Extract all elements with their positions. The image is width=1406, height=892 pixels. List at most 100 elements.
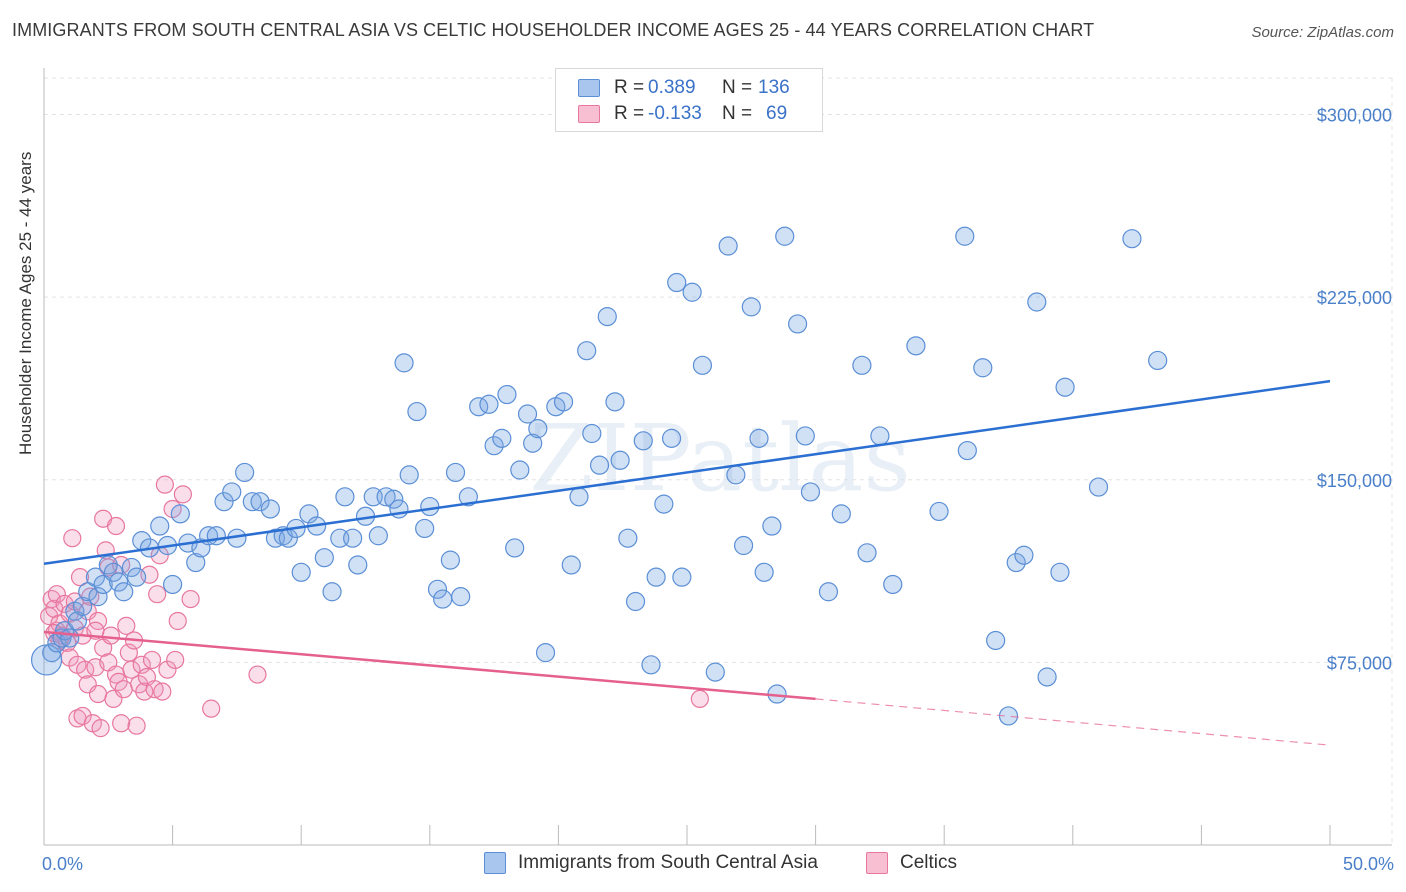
south-central-asia-point <box>1050 562 1070 582</box>
south-central-asia-point <box>517 404 538 424</box>
south-central-asia-point <box>661 428 682 448</box>
south-central-asia-point <box>852 355 872 375</box>
south-central-asia-point <box>108 572 129 592</box>
south-central-asia-point <box>415 518 435 539</box>
south-central-asia-point <box>692 355 713 375</box>
tick-labels: $75,000 $150,000 $225,000 $300,000 0.0% 50.0% <box>42 106 1394 874</box>
pink-trend-line <box>43 630 816 701</box>
south-central-asia-point <box>733 535 754 556</box>
south-central-asia-point <box>523 433 543 453</box>
south-central-asia-point <box>72 596 93 616</box>
legend-n-label: N = <box>722 77 753 98</box>
south-central-asia-point <box>1027 292 1047 312</box>
south-central-asia-point <box>103 562 124 582</box>
south-central-asia-point <box>121 557 142 578</box>
south-central-asia-point <box>322 582 342 602</box>
blue-trend-line <box>43 379 1331 566</box>
south-central-asia-point <box>641 655 661 675</box>
celtics-point <box>202 699 221 718</box>
south-central-asia-point <box>582 423 602 444</box>
south-central-asia-point <box>957 440 977 461</box>
legend-n-value: 136 <box>758 77 790 98</box>
south-central-asia-point <box>561 555 581 575</box>
south-central-asia-point <box>1148 350 1168 371</box>
legend-r-value: -0.133 <box>648 103 702 124</box>
south-central-asia-point <box>831 504 851 524</box>
south-central-asia-point <box>775 226 795 246</box>
south-central-asia-point <box>163 574 183 595</box>
celtics-point <box>168 611 187 631</box>
south-central-asia-point <box>510 460 530 480</box>
south-central-asia-point <box>605 392 625 412</box>
south-central-asia-point <box>451 587 471 607</box>
south-central-asia-point <box>484 436 504 456</box>
legend-label: Celtics <box>900 852 958 873</box>
south-central-asia-point <box>60 628 80 648</box>
celtics-point <box>117 616 136 635</box>
celtics-point <box>47 585 66 604</box>
x-tick-label: 50.0% <box>1343 854 1394 874</box>
legend-swatch-pink <box>866 852 888 874</box>
legend-item-celtics[interactable]: Celtics <box>866 852 957 874</box>
legend-swatch-blue <box>578 79 600 97</box>
south-central-asia-point <box>497 384 517 405</box>
celtics-point <box>158 660 177 679</box>
south-central-asia-point <box>1122 229 1142 249</box>
south-central-asia-point <box>1088 477 1109 497</box>
legend-item-south-central-asia[interactable]: Immigrants from South Central Asia <box>484 852 818 874</box>
south-central-asia-point <box>672 567 692 587</box>
celtics-point <box>153 682 172 701</box>
y-tick-label: $225,000 <box>1317 288 1392 308</box>
celtics-point <box>166 650 185 670</box>
correlation-legend: R = 0.389 N = 136 R = -0.133 N = 69 <box>555 68 823 132</box>
y-tick-label: $300,000 <box>1317 106 1392 126</box>
south-central-asia-point <box>569 487 589 507</box>
celtics-point <box>155 475 174 494</box>
south-central-asia-point <box>191 538 211 558</box>
south-central-asia-point <box>577 341 597 361</box>
pink-trend-extension <box>815 698 1331 746</box>
south-central-asia-point <box>150 516 170 536</box>
x-tick-label: 0.0% <box>42 854 83 874</box>
south-central-asia-point <box>883 574 903 595</box>
south-central-asia-point <box>870 426 890 446</box>
south-central-asia-point <box>492 428 512 448</box>
celtics-point <box>88 684 108 704</box>
legend-r-value: 0.389 <box>648 77 696 98</box>
legend-n-value: 69 <box>766 103 788 124</box>
south-central-asia-point <box>170 504 190 524</box>
south-central-asia-point <box>1006 552 1026 573</box>
south-central-asia-point <box>1014 545 1034 565</box>
south-central-asia-point <box>126 567 147 587</box>
south-central-asia-point <box>407 401 427 422</box>
south-central-asia-point <box>1037 667 1057 687</box>
south-central-asia-point <box>726 465 746 485</box>
south-central-asia-point <box>955 226 975 246</box>
south-central-asia-point <box>705 662 725 682</box>
celtics-point <box>690 689 709 709</box>
south-central-asia-point <box>589 455 610 475</box>
south-central-asia-point <box>610 450 630 470</box>
south-central-asia-point <box>718 236 738 256</box>
south-central-asia-point <box>314 548 334 568</box>
south-central-asia-point <box>85 567 106 587</box>
celtics-point <box>248 665 267 684</box>
south-central-asia-point <box>427 579 448 599</box>
y-axis-label: Householder Income Ages 25 - 44 years <box>16 151 35 455</box>
legend-label: Immigrants from South Central Asia <box>518 852 818 873</box>
south-central-asia-point <box>420 496 440 517</box>
south-central-asia-point <box>973 358 993 378</box>
south-central-asia-point <box>818 582 839 602</box>
legend-swatch-pink <box>578 105 600 123</box>
celtics-point <box>148 585 167 604</box>
south-central-asia-point <box>93 574 113 595</box>
south-central-asia-point <box>618 528 638 548</box>
south-central-asia-point <box>535 643 556 663</box>
south-central-asia-point <box>458 487 478 507</box>
south-central-asia-point <box>741 297 761 317</box>
south-central-asia-point <box>343 528 363 548</box>
south-central-asia-point <box>749 428 769 448</box>
south-central-asia-point <box>206 526 226 546</box>
south-central-asia-point <box>1055 377 1075 397</box>
south-central-asia-point <box>214 492 234 512</box>
